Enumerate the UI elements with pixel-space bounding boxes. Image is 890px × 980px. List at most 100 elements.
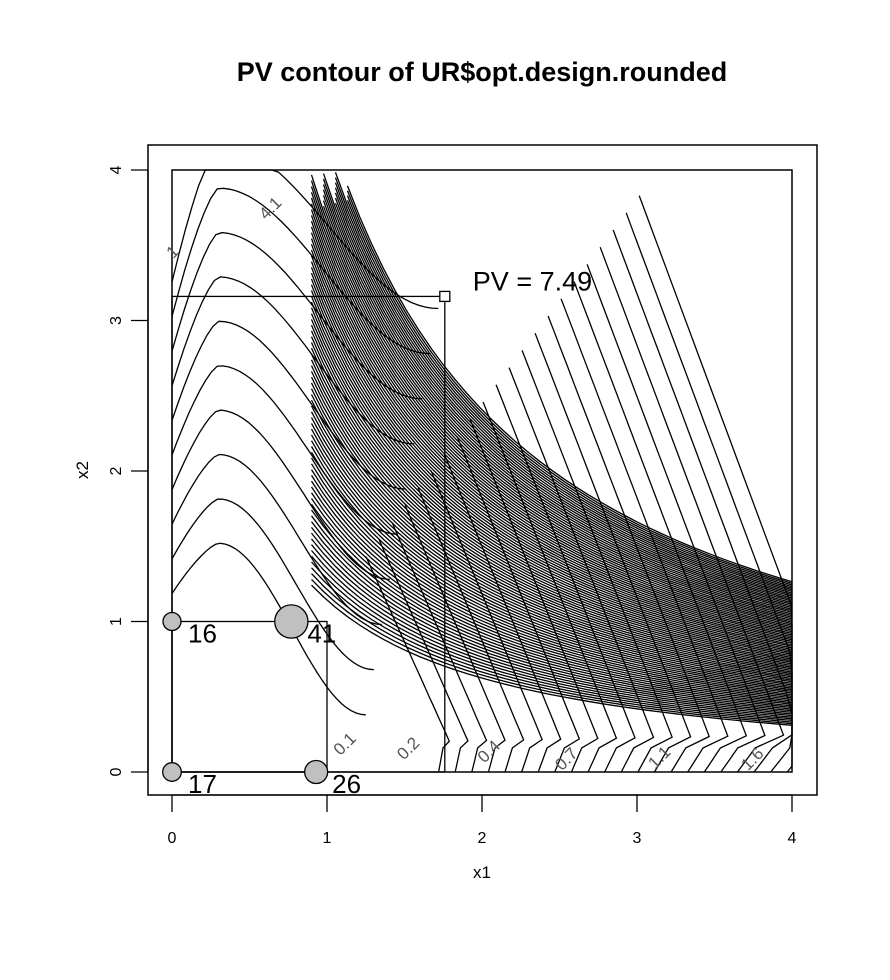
contour-line [322,205,793,610]
contour-line [311,561,793,720]
contour-label: 0.4 [474,736,504,766]
contour-line [310,382,793,670]
contour-line [322,200,793,609]
contour-line [310,209,793,622]
x-tick-label: 4 [788,830,797,847]
contour-line [310,532,793,712]
contour-line [171,320,407,490]
design-point [162,611,182,632]
contour-line [310,394,793,673]
contour-line [346,195,793,586]
contour-line [311,555,793,718]
contour-line [171,498,374,671]
contour-line [310,538,793,714]
contour-line [310,521,793,709]
design-point-label: 16 [188,619,217,649]
contour-line [310,475,793,696]
contour-line [310,492,793,701]
contour-line [311,550,793,717]
contour-line [310,174,793,612]
contour-line [310,284,793,643]
contour-line [310,301,793,647]
contour-line [310,278,793,641]
contour-line [310,417,793,680]
contour-line [334,187,793,594]
contour-line [310,186,793,615]
max-pv-marker [439,290,451,303]
contour-line [310,255,793,635]
x-tick-label: 0 [168,830,177,847]
region-border [171,169,793,773]
contour-line [310,290,793,644]
max-pv-annotation: PV = 7.49 [439,266,592,303]
design-point [162,762,182,782]
design-point-label: 41 [307,619,336,649]
contour-label: 0.2 [393,733,423,763]
y-tick-label: 1 [108,617,125,626]
x-tick-label: 1 [323,830,332,847]
contour-line [171,231,423,400]
contour-line [310,353,793,662]
contour-line [310,463,793,693]
contour-line [334,177,793,591]
contour-line [310,405,793,676]
contour-line [346,190,793,585]
contour-line [310,238,793,630]
contour-line [311,573,793,723]
contour-line [310,428,793,683]
contour-line [171,169,439,310]
contour-line [310,498,793,702]
contour-line [310,272,793,639]
design-point [274,604,309,639]
contour-line [495,384,636,773]
contour-line [310,446,793,688]
contour-line [521,350,673,773]
contour-line [310,388,793,672]
contour-line [346,200,793,588]
contour-line [310,486,793,699]
contour-line [310,423,793,681]
y-tick-label: 0 [108,767,125,776]
contour-line [310,342,793,659]
contour-line [310,480,793,697]
contour-line [310,267,793,638]
contour-line [310,503,793,704]
contour-line [310,515,793,707]
contour-line [310,197,793,618]
contour-line [638,195,793,773]
contour-line [310,307,793,649]
contour-line [378,539,469,773]
contour-label: 0.1 [330,729,360,759]
contour-line [322,189,793,605]
contour-line [334,192,793,596]
contour-line [404,504,506,773]
contour-line [310,359,793,664]
contour-line [310,440,793,686]
contour-line [334,182,793,593]
axes: 0 1 2 3 4 0 1 2 3 4 [108,165,797,847]
contour-lines [171,169,793,773]
contour-line [310,220,793,625]
contour-line [310,347,793,660]
contour-line [311,578,793,725]
contour-line [334,202,793,599]
y-tick-label: 4 [108,165,125,174]
contour-line [310,336,793,657]
contour-line [310,226,793,626]
contour-line [310,232,793,628]
contour-line [310,243,793,631]
contour-line [469,418,599,773]
contour-line [310,324,793,654]
contour-line [547,315,711,773]
contour-line [310,313,793,651]
contour-line [310,457,793,691]
x-axis: 0 1 2 3 4 [168,794,797,847]
contour-line [310,261,793,636]
contour-line [310,295,793,646]
contour-line [322,173,793,601]
contour-line [310,203,793,620]
y-axis-title: x2 [73,461,92,479]
x-tick-label: 3 [633,830,642,847]
contour-line [310,371,793,667]
